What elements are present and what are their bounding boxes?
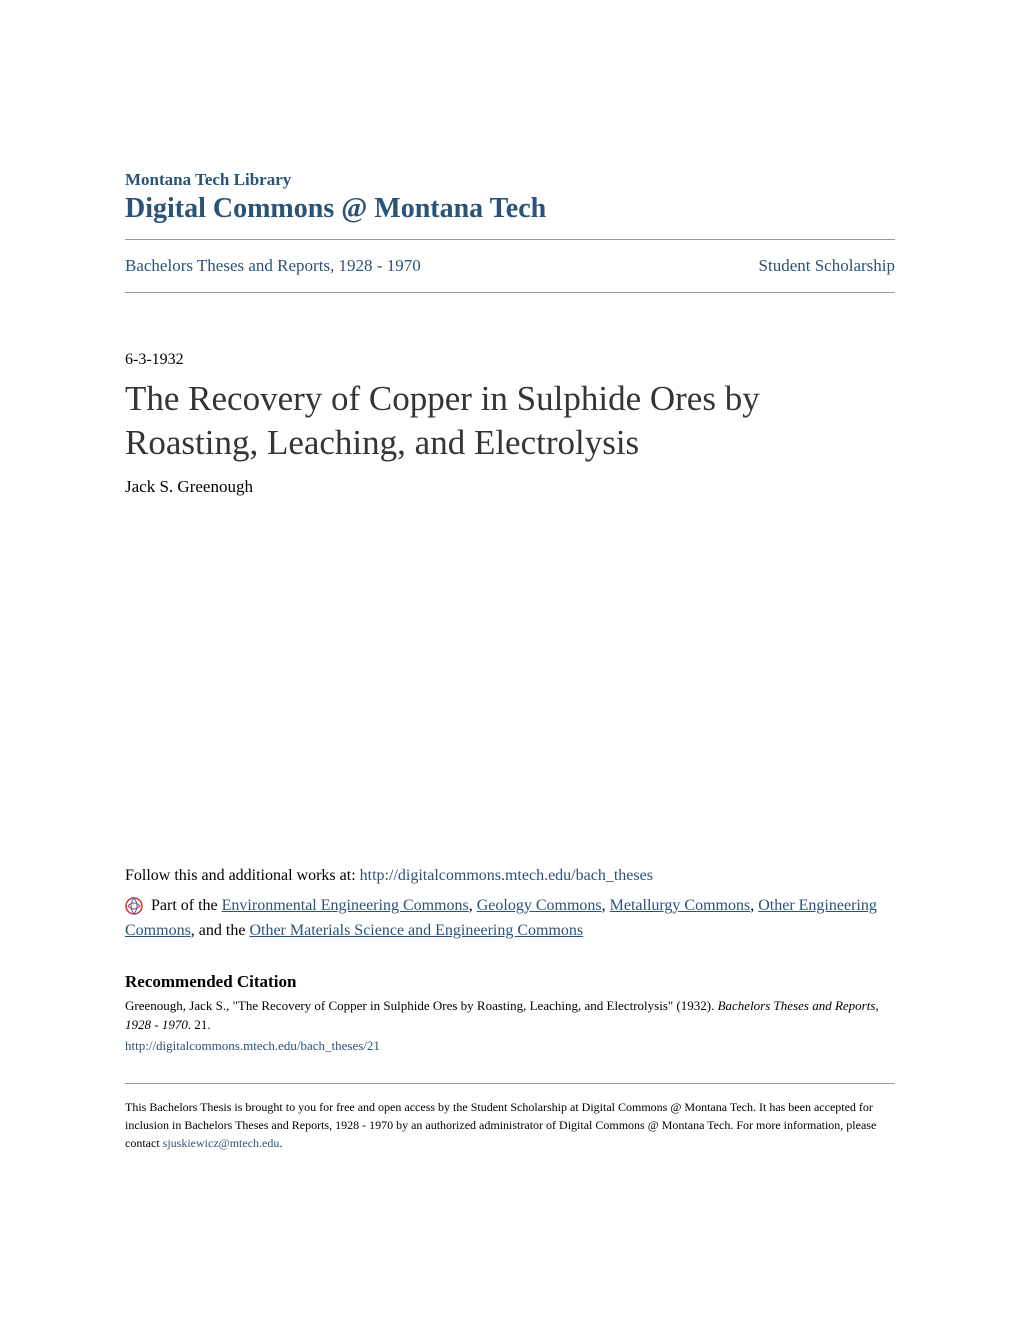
citation-header: Recommended Citation [125,972,895,992]
sep-1: , [469,897,477,914]
footer-email-link[interactable]: sjuskiewicz@mtech.edu [163,1136,280,1150]
footer-divider [125,1083,895,1084]
follow-line: Follow this and additional works at: htt… [125,867,895,885]
commons-link-3[interactable]: Metallurgy Commons [610,897,751,914]
follow-link[interactable]: http://digitalcommons.mtech.edu/bach_the… [360,867,653,884]
institution-name[interactable]: Montana Tech Library [125,170,895,190]
citation-body: Greenough, Jack S., "The Recovery of Cop… [125,996,895,1035]
document-title: The Recovery of Copper in Sulphide Ores … [125,377,895,465]
citation-url[interactable]: http://digitalcommons.mtech.edu/bach_the… [125,1038,380,1053]
commons-link-1[interactable]: Environmental Engineering Commons [222,897,469,914]
commons-link-5[interactable]: Other Materials Science and Engineering … [249,922,583,939]
part-of-prefix: Part of the [147,897,222,914]
footer-notice: This Bachelors Thesis is brought to you … [125,1098,895,1152]
commons-link-2[interactable]: Geology Commons [477,897,602,914]
follow-prefix: Follow this and additional works at: [125,867,360,884]
citation-text-1: Greenough, Jack S., "The Recovery of Cop… [125,998,718,1013]
breadcrumb-collection[interactable]: Bachelors Theses and Reports, 1928 - 197… [125,256,421,276]
breadcrumb: Bachelors Theses and Reports, 1928 - 197… [125,240,895,292]
content-spacer [125,497,895,867]
header-divider-bottom [125,292,895,293]
sep-4: , and the [191,922,250,939]
footer-text-2: . [279,1136,282,1150]
citation-text-2: . 21. [188,1017,211,1032]
page-header: Montana Tech Library Digital Commons @ M… [125,170,895,225]
repository-name[interactable]: Digital Commons @ Montana Tech [125,193,895,225]
breadcrumb-category[interactable]: Student Scholarship [759,256,895,276]
document-date: 6-3-1932 [125,351,895,369]
part-of-section: Part of the Environmental Engineering Co… [125,893,895,944]
document-author: Jack S. Greenough [125,477,895,497]
sep-2: , [602,897,610,914]
network-icon [125,897,143,915]
